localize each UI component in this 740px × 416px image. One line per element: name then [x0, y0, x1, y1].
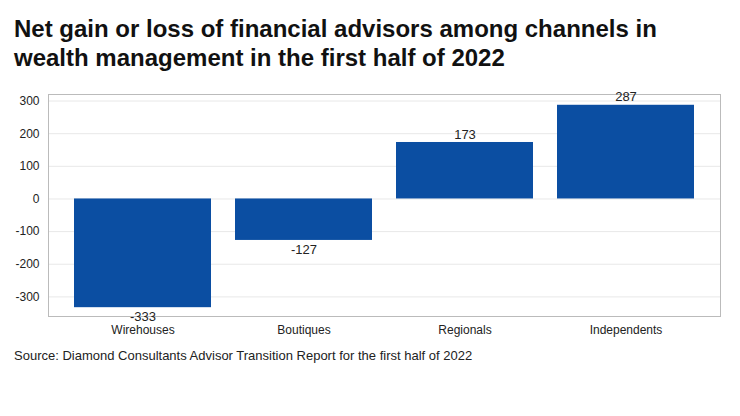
html-text:Source: Diamond Consultants Ad: Source: Diamond Consultants Advisor Tran… — [14, 348, 473, 363]
svg-text:200: 200 — [19, 127, 39, 141]
svg-text:-200: -200 — [15, 257, 39, 271]
svg-text:-333: -333 — [130, 309, 156, 324]
svg-text:Boutiques: Boutiques — [277, 323, 330, 337]
svg-text:Independents: Independents — [590, 323, 663, 337]
svg-text:-127: -127 — [291, 242, 317, 257]
svg-text:-100: -100 — [15, 224, 39, 238]
svg-text:287: 287 — [615, 89, 637, 104]
svg-text:-300: -300 — [15, 290, 39, 304]
svg-text:Regionals: Regionals — [438, 323, 491, 337]
svg-text:173: 173 — [454, 127, 476, 142]
svg-text:Wirehouses: Wirehouses — [111, 323, 174, 337]
svg-text:0: 0 — [33, 192, 40, 206]
svg-text:100: 100 — [19, 159, 39, 173]
svg-text:300: 300 — [19, 94, 39, 108]
html-text:Net gain or loss of financial: Net gain or loss of financial advisors a… — [14, 15, 657, 71]
